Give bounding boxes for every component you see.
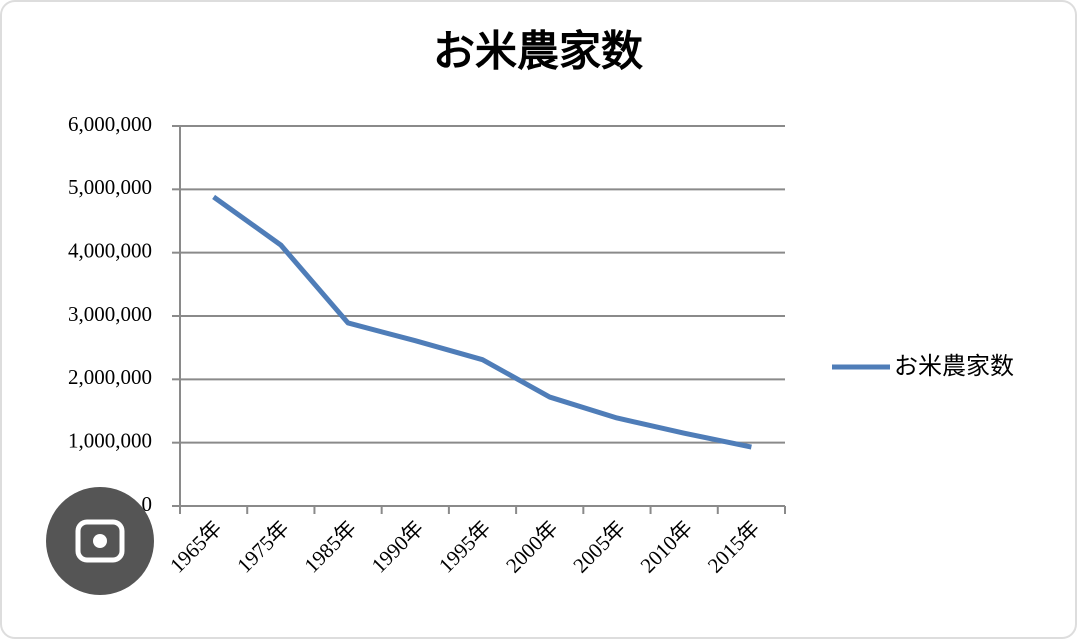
legend-label: お米農家数 [894,352,1014,380]
lens-dot [93,534,107,548]
y-tick-label: 5,000,000 [68,175,152,199]
y-tick-label: 6,000,000 [68,112,152,136]
y-tick-label: 1,000,000 [68,428,152,452]
chart-title: お米農家数 [433,29,643,76]
y-tick-label: 0 [142,492,153,516]
lens-icon [75,519,125,563]
series-line [212,194,752,450]
y-tick-label: 4,000,000 [68,238,152,262]
lens-button[interactable] [46,487,154,595]
y-tick-label: 2,000,000 [68,365,152,389]
y-tick-label: 3,000,000 [68,302,152,326]
